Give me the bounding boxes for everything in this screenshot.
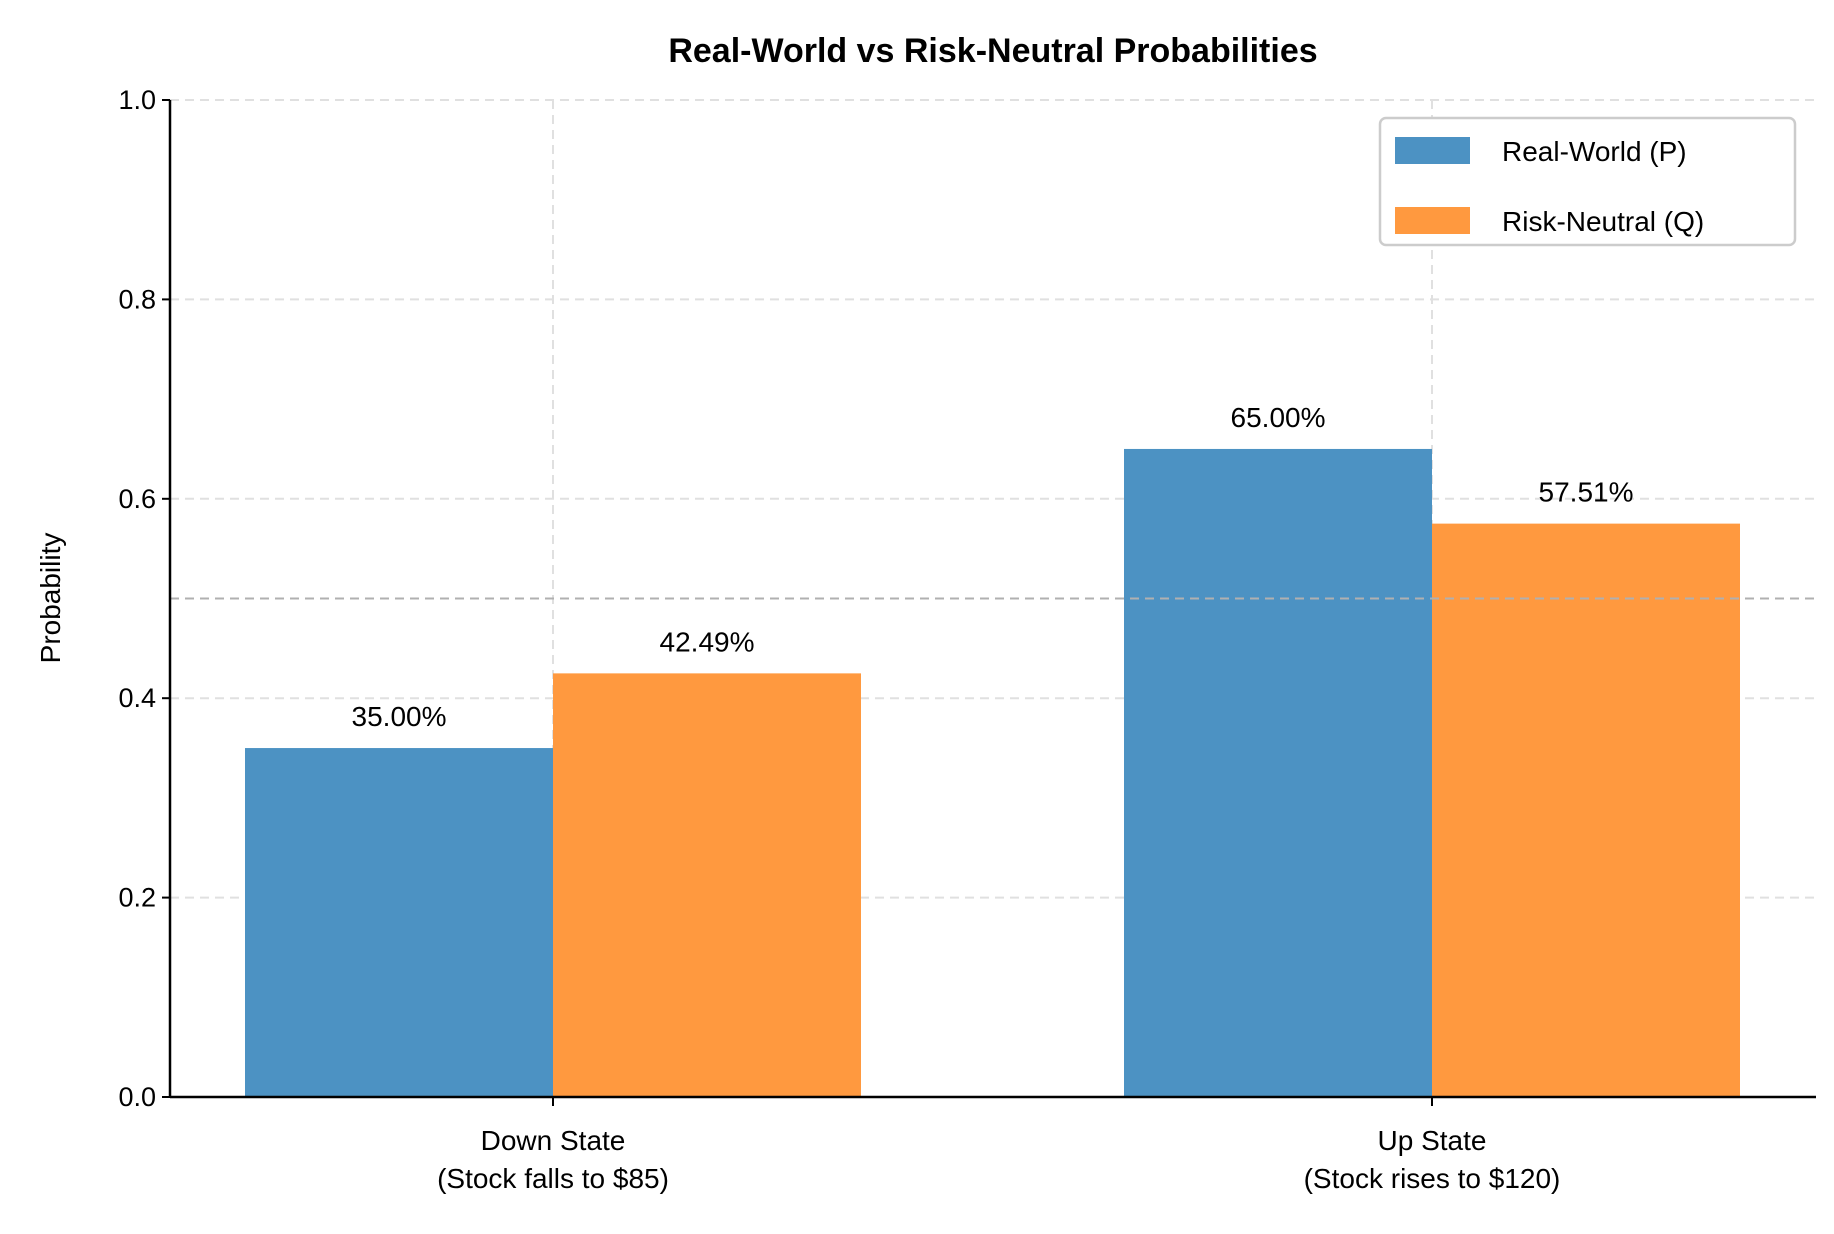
x-tick-label: (Stock falls to $85) (437, 1163, 669, 1194)
data-label: 42.49% (660, 626, 755, 657)
bar-real-world (245, 748, 553, 1097)
chart-title: Real-World vs Risk-Neutral Probabilities (668, 32, 1317, 70)
data-label: 57.51% (1539, 477, 1634, 508)
data-label: 35.00% (352, 701, 447, 732)
legend-box (1378, 116, 1797, 247)
y-tick-label: 1.0 (118, 85, 156, 115)
bar-risk-neutral (553, 673, 861, 1097)
x-tick-label: Up State (1378, 1125, 1487, 1156)
data-label: 65.00% (1231, 402, 1326, 433)
legend-swatch (1395, 137, 1470, 164)
bar-risk-neutral (1432, 523, 1740, 1097)
y-tick-label: 0.6 (118, 484, 156, 514)
legend-label: Real-World (P) (1502, 136, 1687, 167)
y-tick-label: 0.2 (118, 883, 156, 913)
bar-real-world (1124, 448, 1432, 1097)
y-tick-label: 0.0 (118, 1082, 156, 1112)
x-tick-label: (Stock rises to $120) (1304, 1163, 1561, 1194)
y-tick-label: 0.4 (118, 683, 156, 713)
legend: Real-World (P) Risk-Neutral (Q) (1378, 116, 1797, 247)
x-tick-label: Down State (481, 1125, 626, 1156)
y-axis-label: Probability (35, 533, 66, 664)
y-tick-label: 0.8 (118, 284, 156, 314)
legend-label: Risk-Neutral (Q) (1502, 206, 1704, 237)
legend-swatch (1395, 207, 1470, 234)
